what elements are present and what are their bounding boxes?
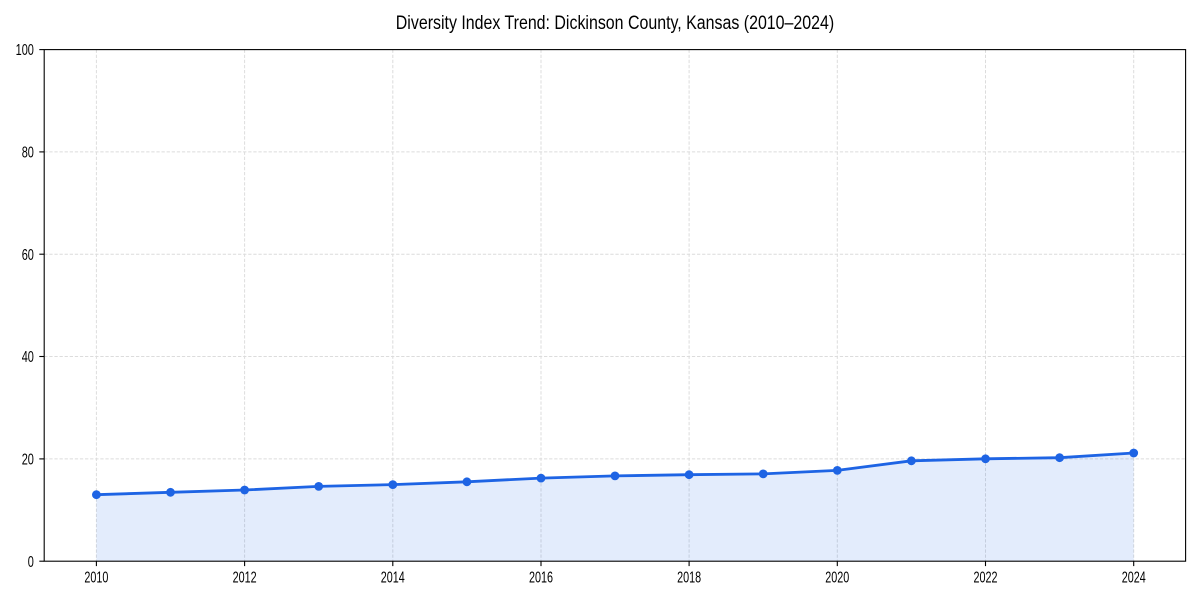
svg-text:2010: 2010 <box>84 569 108 586</box>
svg-text:2016: 2016 <box>529 569 553 586</box>
svg-text:2014: 2014 <box>381 569 405 586</box>
svg-text:60: 60 <box>22 247 34 264</box>
svg-text:80: 80 <box>22 145 34 162</box>
svg-text:2020: 2020 <box>825 569 849 586</box>
svg-text:40: 40 <box>22 349 34 366</box>
svg-text:20: 20 <box>22 452 34 469</box>
svg-text:2024: 2024 <box>1122 569 1146 586</box>
svg-text:2022: 2022 <box>974 569 998 586</box>
svg-text:100: 100 <box>16 42 34 59</box>
svg-text:0: 0 <box>28 554 34 571</box>
svg-text:2012: 2012 <box>233 569 257 586</box>
svg-text:2018: 2018 <box>677 569 701 586</box>
svg-text:Diversity Index Trend: Dickins: Diversity Index Trend: Dickinson County,… <box>396 12 834 34</box>
